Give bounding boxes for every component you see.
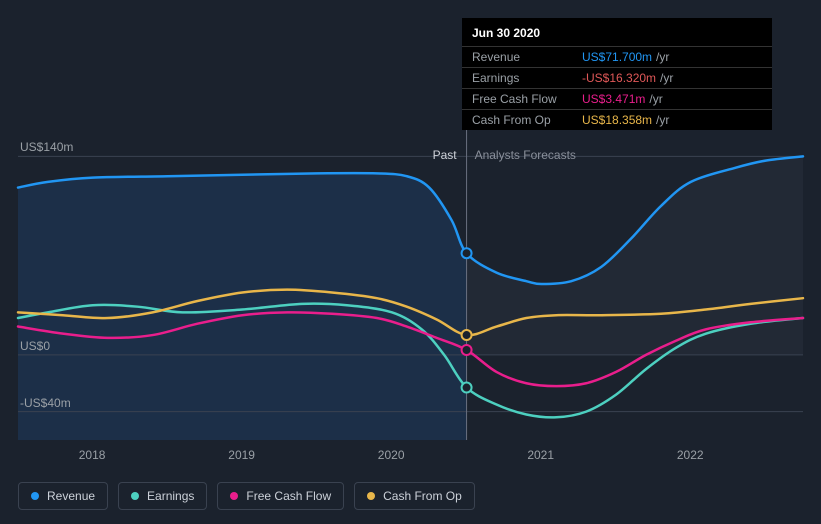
legend-label: Cash From Op <box>383 489 462 503</box>
y-axis-label: -US$40m <box>20 396 71 410</box>
legend-item-earnings[interactable]: Earnings <box>118 482 207 510</box>
tooltip-row: RevenueUS$71.700m/yr <box>462 46 772 67</box>
x-axis-label: 2022 <box>677 448 704 462</box>
tooltip-label: Revenue <box>472 50 582 64</box>
tooltip-label: Cash From Op <box>472 113 582 127</box>
y-axis-label: US$140m <box>20 140 73 154</box>
y-axis-label: US$0 <box>20 339 50 353</box>
chart-container: US$140mUS$0-US$40m 20182019202020212022 … <box>0 0 821 524</box>
tooltip-label: Earnings <box>472 71 582 85</box>
legend-dot-icon <box>131 492 139 500</box>
series-marker-cfo <box>462 330 472 340</box>
tooltip-unit: /yr <box>656 113 669 127</box>
tooltip-row: Cash From OpUS$18.358m/yr <box>462 109 772 130</box>
series-marker-fcf <box>462 345 472 355</box>
legend-label: Free Cash Flow <box>246 489 331 503</box>
tooltip-row: Earnings-US$16.320m/yr <box>462 67 772 88</box>
tooltip-unit: /yr <box>660 71 673 85</box>
tooltip-row: Free Cash FlowUS$3.471m/yr <box>462 88 772 109</box>
zone-label-past: Past <box>433 148 457 162</box>
legend-dot-icon <box>230 492 238 500</box>
chart-tooltip: Jun 30 2020 RevenueUS$71.700m/yrEarnings… <box>462 18 772 130</box>
x-axis-label: 2019 <box>228 448 255 462</box>
zone-label-forecast: Analysts Forecasts <box>475 148 576 162</box>
tooltip-value: -US$16.320m <box>582 71 656 85</box>
legend-dot-icon <box>31 492 39 500</box>
legend-item-cfo[interactable]: Cash From Op <box>354 482 475 510</box>
x-axis-label: 2021 <box>527 448 554 462</box>
series-marker-earnings <box>462 383 472 393</box>
tooltip-unit: /yr <box>656 50 669 64</box>
series-marker-revenue <box>462 248 472 258</box>
forecast-region <box>467 156 803 355</box>
legend-item-fcf[interactable]: Free Cash Flow <box>217 482 344 510</box>
legend-item-revenue[interactable]: Revenue <box>18 482 108 510</box>
legend-label: Revenue <box>47 489 95 503</box>
tooltip-value: US$18.358m <box>582 113 652 127</box>
tooltip-value: US$3.471m <box>582 92 645 106</box>
x-axis-label: 2018 <box>79 448 106 462</box>
tooltip-unit: /yr <box>649 92 662 106</box>
x-axis-label: 2020 <box>378 448 405 462</box>
legend-dot-icon <box>367 492 375 500</box>
tooltip-label: Free Cash Flow <box>472 92 582 106</box>
legend-label: Earnings <box>147 489 194 503</box>
chart-legend: Revenue Earnings Free Cash Flow Cash From O… <box>18 482 475 510</box>
tooltip-value: US$71.700m <box>582 50 652 64</box>
tooltip-title: Jun 30 2020 <box>462 24 772 46</box>
